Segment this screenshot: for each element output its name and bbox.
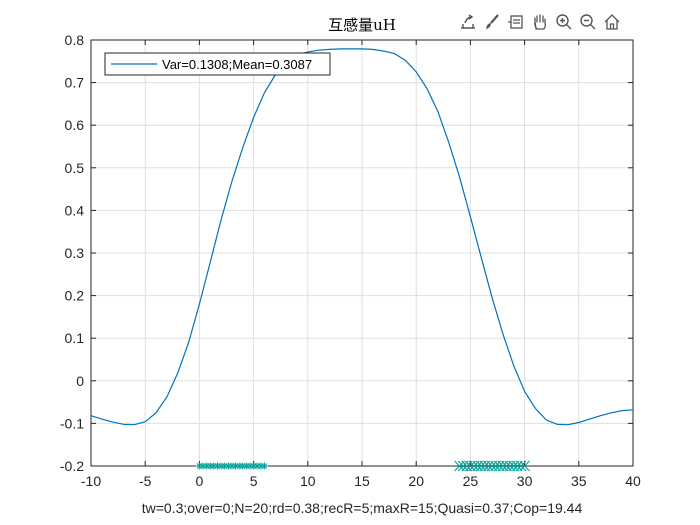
x-tick-label: 10	[300, 473, 316, 489]
star-marker	[250, 462, 258, 470]
x-tick-label: 35	[571, 473, 587, 489]
zoom-in-icon[interactable]	[554, 12, 574, 32]
x-tick-label: -5	[139, 473, 152, 489]
zoom-out-icon[interactable]	[578, 12, 598, 32]
data-tips-icon[interactable]	[506, 12, 526, 32]
home-icon[interactable]	[602, 12, 622, 32]
y-tick-label: 0	[76, 373, 84, 389]
star-marker	[224, 462, 232, 470]
star-marker	[214, 462, 222, 470]
y-tick-label: 0.7	[65, 75, 85, 91]
y-tick-label: 0.3	[65, 245, 85, 261]
star-marker	[228, 462, 236, 470]
x-tick-label: 20	[408, 473, 424, 489]
y-tick-label: -0.1	[60, 415, 84, 431]
star-marker	[195, 462, 203, 470]
series-line[interactable]	[90, 48, 634, 426]
star-marker	[235, 462, 243, 470]
x-tick-label: -10	[81, 473, 101, 489]
star-marker	[210, 462, 218, 470]
star-marker	[257, 462, 265, 470]
x-axis-label: tw=0.3;over=0;N=20;rd=0.38;recR=5;maxR=1…	[142, 500, 583, 516]
x-tick-label: 15	[354, 473, 370, 489]
star-marker	[246, 462, 254, 470]
star-marker	[231, 462, 239, 470]
y-tick-label: 0.8	[65, 32, 85, 48]
y-tick-label: 0.4	[65, 202, 85, 218]
x-marker	[515, 460, 527, 472]
x-tick-label: 25	[463, 473, 479, 489]
x-tick-label: 40	[625, 473, 641, 489]
star-marker	[217, 462, 225, 470]
legend-label: Var=0.1308;Mean=0.3087	[162, 57, 312, 72]
star-marker	[253, 462, 261, 470]
export-icon[interactable]	[458, 12, 478, 32]
x-tick-label: 5	[250, 473, 258, 489]
star-marker	[199, 462, 207, 470]
legend-box[interactable]	[104, 52, 331, 76]
star-marker	[206, 462, 214, 470]
x-marker	[519, 460, 530, 472]
brush-icon[interactable]	[482, 12, 502, 32]
axes-toolbar	[458, 12, 622, 32]
star-marker	[203, 462, 211, 470]
chart-title: 互感量uH	[328, 16, 396, 34]
star-marker	[239, 462, 247, 470]
plot-area[interactable]: -10 -5 0 5 10 15 20 25 30 35 40 -0.2 -0.1 0 0.1 0.2 0.3 0…	[60, 32, 641, 489]
y-tick-label: 0.6	[65, 117, 85, 133]
y-tick-label: 0.2	[65, 288, 85, 304]
y-tick-label: 0.5	[65, 160, 85, 176]
star-marker	[221, 462, 229, 470]
y-tick-label: 0.1	[65, 330, 85, 346]
star-marker	[242, 462, 250, 470]
x-tick-label: 0	[196, 473, 204, 489]
x-tick-label: 30	[517, 473, 533, 489]
y-tick-label: -0.2	[60, 458, 84, 474]
pan-icon[interactable]	[530, 12, 550, 32]
star-marker	[260, 462, 268, 470]
